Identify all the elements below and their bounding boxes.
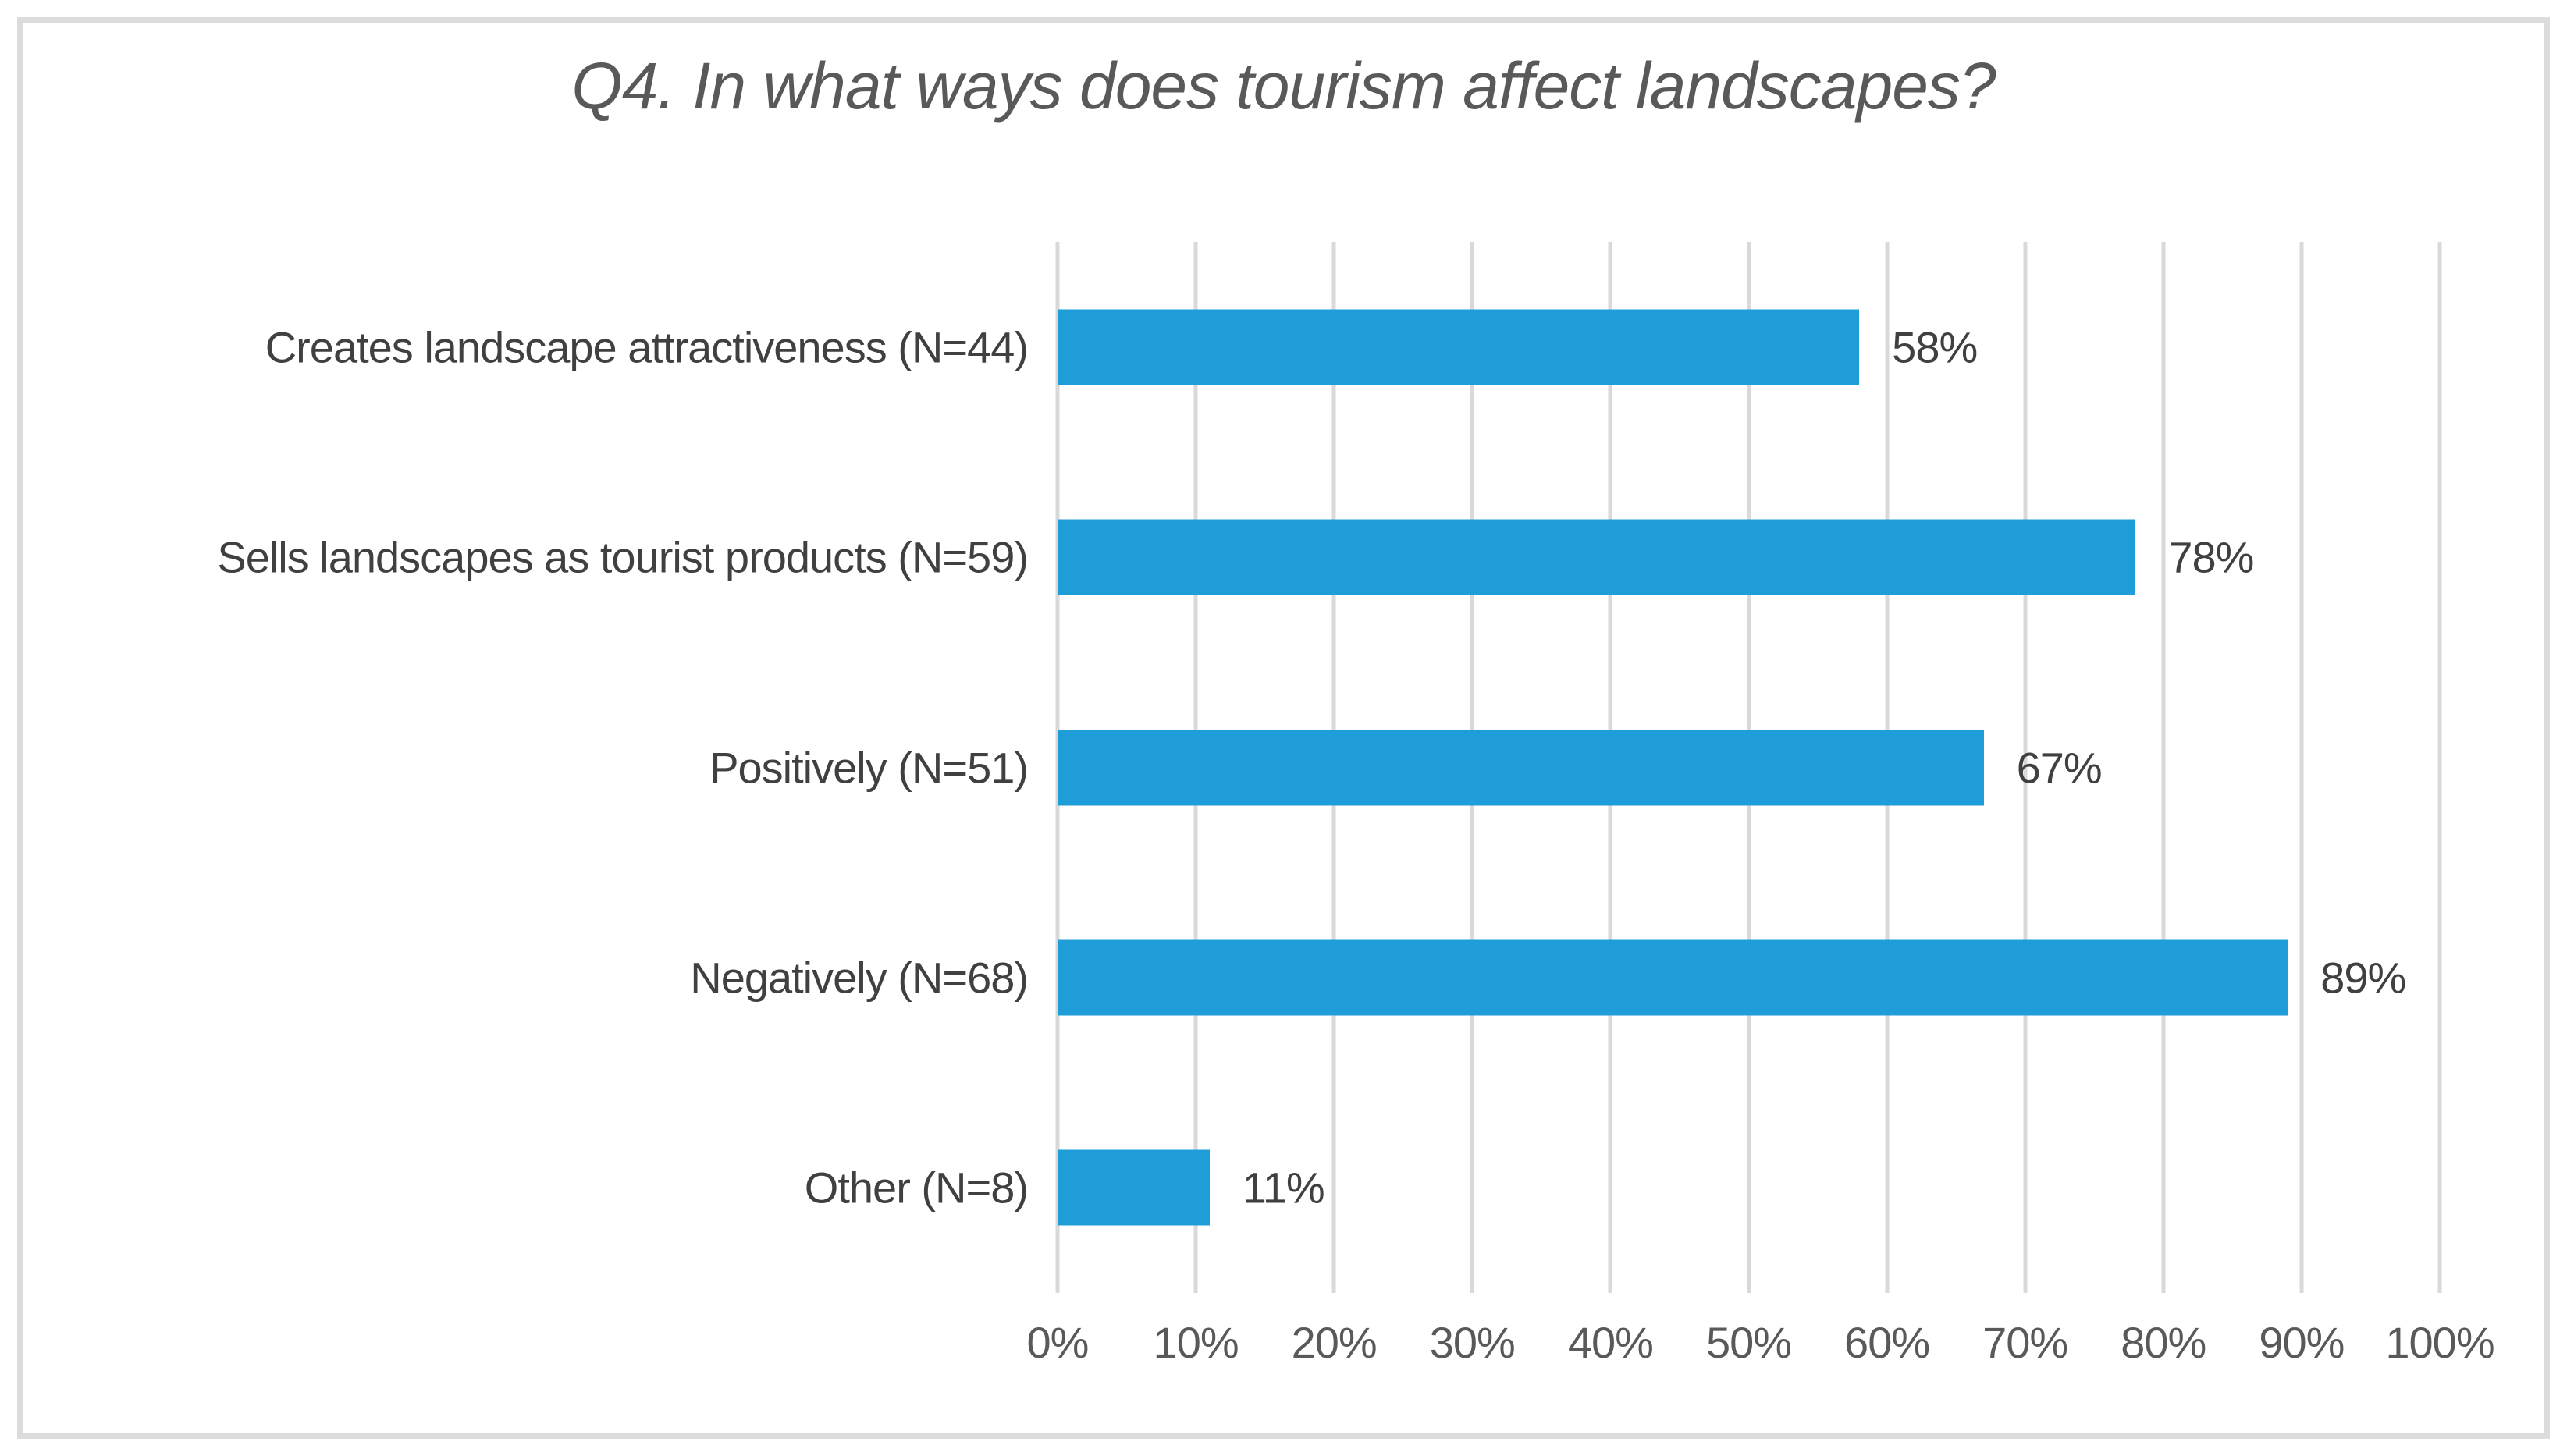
data-bar <box>1058 519 2136 595</box>
value-label: 67% <box>2016 743 2103 792</box>
x-tick-label: 40% <box>1567 1318 1654 1367</box>
x-tick-label: 30% <box>1429 1318 1516 1367</box>
gridline <box>2023 242 2028 1293</box>
x-tick-label: 20% <box>1291 1318 1378 1367</box>
x-tick-label: 50% <box>1705 1318 1792 1367</box>
x-tick-label: 70% <box>1982 1318 2068 1367</box>
gridline <box>2437 242 2442 1293</box>
x-tick-label: 80% <box>2121 1318 2206 1367</box>
chart-title: Q4. In what ways does tourism affect lan… <box>571 49 1996 123</box>
category-label: Negatively (N=68) <box>690 953 1029 1003</box>
data-bar <box>1058 939 2288 1016</box>
chart-frame <box>17 17 2550 1439</box>
x-tick-label: 0% <box>1026 1318 1090 1367</box>
x-tick-label: 100% <box>2385 1318 2494 1367</box>
value-label: 89% <box>2320 953 2406 1003</box>
x-tick-label: 10% <box>1153 1318 1239 1367</box>
data-bar <box>1058 730 1984 805</box>
gridline <box>2161 242 2166 1293</box>
x-tick-label: 60% <box>1844 1318 1930 1367</box>
category-label: Other (N=8) <box>804 1163 1029 1213</box>
value-label: 78% <box>2168 532 2254 582</box>
gridline <box>2299 242 2304 1293</box>
category-axis: Creates landscape attractiveness (N=44) S… <box>0 242 1029 1293</box>
value-label: 11% <box>1242 1163 1325 1213</box>
category-label: Sells landscapes as tourist products (N=… <box>217 532 1029 582</box>
plot-area: 58% 78% 67% 89% 11% <box>1055 242 2442 1293</box>
x-tick-label: 90% <box>2259 1318 2345 1367</box>
data-bar <box>1058 309 1860 385</box>
category-label: Positively (N=51) <box>709 743 1029 792</box>
x-axis: 0% 10% 20% 30% 40% 50% 60% 70% 80% 90% 100% <box>1027 1317 2495 1387</box>
value-label: 58% <box>1892 322 1978 372</box>
data-bar <box>1058 1149 1210 1226</box>
category-label: Creates landscape attractiveness (N=44) <box>265 322 1029 372</box>
